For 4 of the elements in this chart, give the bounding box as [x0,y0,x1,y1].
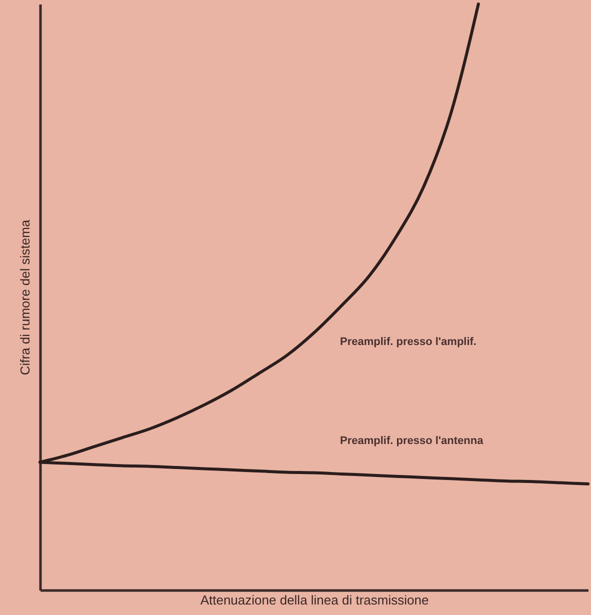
annotation: Preamplif. presso l'antenna [340,435,484,447]
x-axis-title: Attenuazione della linea di trasmissione [200,592,429,608]
annotation: Preamplif. presso l'amplif. [340,336,476,348]
y-axis-title: Cifra di rumore del sistema [18,219,32,376]
